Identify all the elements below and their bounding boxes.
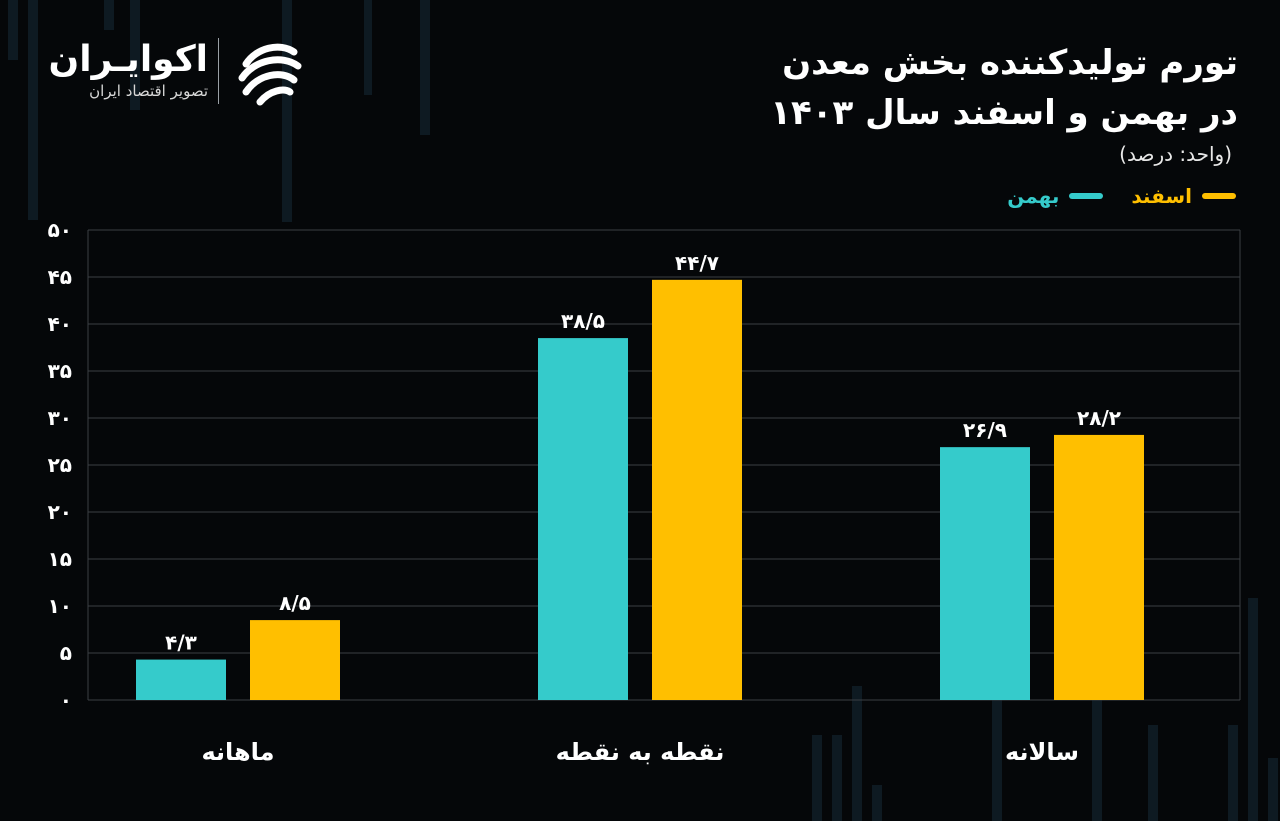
x-category-label: سالانه (1005, 738, 1079, 766)
x-category-label: نقطه به نقطه (556, 738, 725, 766)
y-tick-label: ۱۵ (48, 547, 72, 571)
legend: اسفند بهمن (1007, 184, 1236, 208)
logo-tagline: تصویر اقتصاد ایران (89, 82, 208, 100)
brand-logo: اکوایـران تصویر اقتصاد ایران (48, 34, 310, 114)
y-tick-label: ۰ (60, 688, 72, 712)
data-label: ۲۶/۹ (963, 418, 1007, 442)
y-tick-label: ۴۰ (48, 312, 72, 336)
data-label: ۳۸/۵ (561, 309, 605, 333)
y-tick-label: ۲۰ (48, 500, 72, 524)
legend-label-esfand: اسفند (1131, 184, 1192, 208)
bar (652, 279, 742, 700)
chart-title: تورم تولیدکننده بخش معدن در بهمن و اسفند… (538, 38, 1238, 138)
legend-item-bahman: بهمن (1007, 184, 1104, 208)
legend-item-esfand: اسفند (1131, 184, 1236, 208)
logo-divider (218, 38, 219, 104)
bar (538, 338, 628, 700)
y-tick-label: ۴۵ (48, 265, 72, 289)
data-label: ۴/۳ (165, 631, 197, 655)
chart-title-line1: تورم تولیدکننده بخش معدن (782, 43, 1238, 83)
unit-label: (واحد: درصد) (1119, 142, 1232, 166)
legend-swatch-bahman (1069, 193, 1104, 199)
ecoiran-swirl-logo-icon (238, 43, 302, 106)
bar (136, 659, 226, 700)
y-tick-label: ۳۰ (48, 406, 72, 430)
y-tick-label: ۱۰ (48, 594, 72, 618)
y-tick-label: ۳۵ (48, 359, 72, 383)
logo-name: اکوایـران (48, 39, 208, 80)
data-label: ۲۸/۲ (1077, 406, 1121, 430)
data-label: ۴۴/۷ (675, 251, 719, 275)
bar (940, 447, 1030, 700)
legend-swatch-esfand (1202, 193, 1236, 199)
y-tick-label: ۲۵ (48, 453, 72, 477)
bar (250, 620, 340, 700)
bar (1054, 434, 1144, 700)
data-label: ۸/۵ (279, 591, 311, 615)
chart-title-line2: در بهمن و اسفند سال ۱۴۰۳ (770, 93, 1238, 133)
x-category-label: ماهانه (201, 738, 274, 766)
y-tick-label: ۵۰ (48, 218, 72, 242)
y-tick-label: ۵ (60, 641, 72, 665)
legend-label-bahman: بهمن (1007, 184, 1060, 208)
